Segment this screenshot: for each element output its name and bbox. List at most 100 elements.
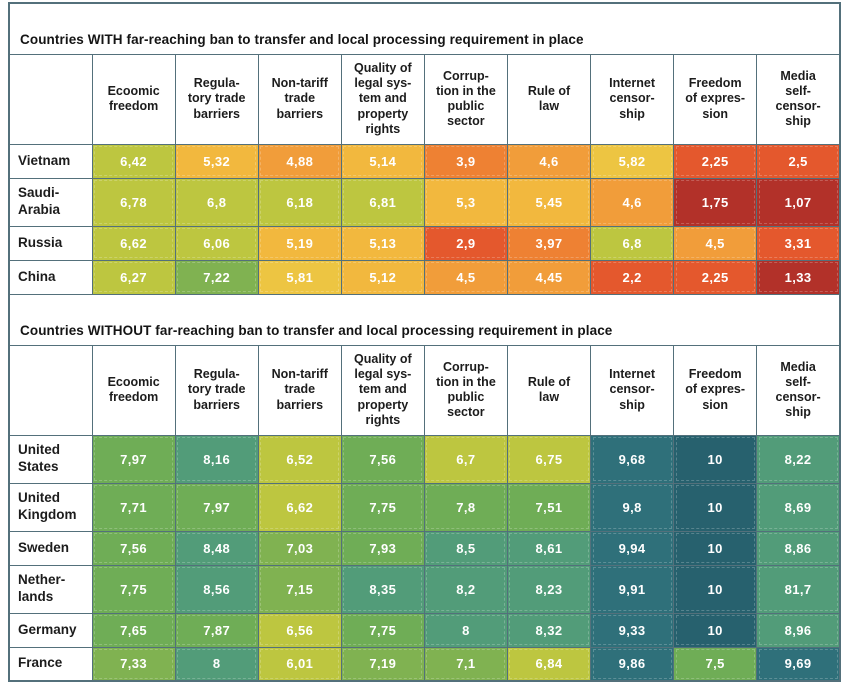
value-cell: 5,12 (340, 259, 425, 295)
value-cell: 7,71 (91, 482, 176, 532)
value-cell: 5,13 (340, 225, 425, 261)
country-label: United States (8, 434, 93, 484)
value-cell: 6,62 (91, 225, 176, 261)
value-cell: 4,88 (257, 143, 342, 179)
country-label: Russia (8, 225, 93, 261)
table-row-china: China 6,27 7,22 5,81 5,12 4,5 4,45 2,2 2,25 1,33 (8, 259, 841, 295)
col-header-freedom-of-expression: Freedom of expres- sion (673, 53, 758, 145)
value-cell: 2,9 (423, 225, 508, 261)
value-cell: 6,01 (257, 646, 342, 682)
value-cell: 10 (673, 564, 758, 614)
value-cell: 2,5 (756, 143, 841, 179)
col-header-non-tariff-trade-barriers: Non-tariff trade barriers (257, 344, 342, 436)
value-cell: 10 (673, 530, 758, 566)
value-cell: 7,1 (423, 646, 508, 682)
value-cell: 5,19 (257, 225, 342, 261)
value-cell: 5,32 (174, 143, 259, 179)
value-cell: 7,97 (91, 434, 176, 484)
value-cell: 4,5 (673, 225, 758, 261)
value-cell: 1,75 (673, 177, 758, 227)
value-cell: 6,7 (423, 434, 508, 484)
col-header-regulatory-trade-barriers: Regula- tory trade barriers (174, 53, 259, 145)
corner-cell (8, 53, 93, 145)
value-cell: 6,75 (506, 434, 592, 484)
col-header-media-self-censorship: Media self- censor- ship (756, 53, 841, 145)
table-row-germany: Germany 7,65 7,87 6,56 7,75 8 8,32 9,33 10 8,96 (8, 612, 841, 648)
value-cell: 7,8 (423, 482, 508, 532)
value-cell: 9,91 (590, 564, 675, 614)
country-label: France (8, 646, 93, 682)
country-freedom-heatmap-table: Countries WITH far-reaching ban to trans… (8, 2, 841, 682)
col-header-quality-of-legal-system-and-property-rights: Quality of legal sys- tem and property r… (340, 53, 425, 145)
value-cell: 8,22 (756, 434, 841, 484)
value-cell: 5,14 (340, 143, 425, 179)
value-cell: 9,33 (590, 612, 675, 648)
value-cell: 10 (673, 434, 758, 484)
value-cell: 6,81 (340, 177, 425, 227)
value-cell: 7,19 (340, 646, 425, 682)
value-cell: 6,56 (257, 612, 342, 648)
value-cell: 3,97 (506, 225, 592, 261)
col-header-quality-of-legal-system-and-property-rights: Quality of legal sys- tem and property r… (340, 344, 425, 436)
value-cell: 7,65 (91, 612, 176, 648)
col-header-corruption-in-the-public-sector: Corrup- tion in the public sector (423, 53, 508, 145)
value-cell: 4,5 (423, 259, 508, 295)
value-cell: 7,51 (506, 482, 592, 532)
country-label: Vietnam (8, 143, 93, 179)
value-cell: 8,96 (756, 612, 841, 648)
country-label: Nether- lands (8, 564, 93, 614)
value-cell: 3,9 (423, 143, 508, 179)
value-cell: 4,45 (506, 259, 592, 295)
value-cell: 7,22 (174, 259, 259, 295)
value-cell: 8 (423, 612, 508, 648)
value-cell: 8,56 (174, 564, 259, 614)
country-label: Sweden (8, 530, 93, 566)
value-cell: 5,81 (257, 259, 342, 295)
value-cell: 6,52 (257, 434, 342, 484)
value-cell: 3,31 (756, 225, 841, 261)
value-cell: 7,97 (174, 482, 259, 532)
table-row-france: France 7,33 8 6,01 7,19 7,1 6,84 9,86 7,5 9,69 (8, 646, 841, 682)
value-cell: 9,68 (590, 434, 675, 484)
value-cell: 8,2 (423, 564, 508, 614)
value-cell: 4,6 (506, 143, 592, 179)
table-row-united-states: United States 7,97 8,16 6,52 7,56 6,7 6,75 9,68… (8, 434, 841, 484)
corner-cell (8, 344, 93, 436)
value-cell: 2,2 (590, 259, 675, 295)
value-cell: 1,07 (756, 177, 841, 227)
col-header-regulatory-trade-barriers: Regula- tory trade barriers (174, 344, 259, 436)
table-row-vietnam: Vietnam 6,42 5,32 4,88 5,14 3,9 4,6 5,82 2,25 2,5 (8, 143, 841, 179)
country-label: Saudi- Arabia (8, 177, 93, 227)
value-cell: 10 (673, 612, 758, 648)
value-cell: 1,33 (756, 259, 841, 295)
value-cell: 8,35 (340, 564, 425, 614)
value-cell: 6,8 (590, 225, 675, 261)
value-cell: 8,23 (506, 564, 592, 614)
table-row-united-kingdom: United Kingdom 7,71 7,97 6,62 7,75 7,8 7,51 9,8… (8, 482, 841, 532)
value-cell: 6,18 (257, 177, 342, 227)
col-header-freedom-of-expression: Freedom of expres- sion (673, 344, 758, 436)
table-row-saudi-arabia: Saudi- Arabia 6,78 6,8 6,18 6,81 5,3 5,45 4,6 1,… (8, 177, 841, 227)
value-cell: 7,33 (91, 646, 176, 682)
group-title-with-ban: Countries WITH far-reaching ban to trans… (8, 2, 841, 55)
value-cell: 2,25 (673, 259, 758, 295)
value-cell: 7,75 (340, 482, 425, 532)
value-cell: 8,61 (506, 530, 592, 566)
value-cell: 9,8 (590, 482, 675, 532)
value-cell: 8,69 (756, 482, 841, 532)
col-header-internet-censorship: Internet censor- ship (590, 344, 675, 436)
table-row-netherlands: Nether- lands 7,75 8,56 7,15 8,35 8,2 8,23 9,91… (8, 564, 841, 614)
value-cell: 6,42 (91, 143, 176, 179)
value-cell: 81,7 (756, 564, 841, 614)
col-header-media-self-censorship: Media self- censor- ship (756, 344, 841, 436)
value-cell: 7,56 (340, 434, 425, 484)
table-row-sweden: Sweden 7,56 8,48 7,03 7,93 8,5 8,61 9,94 10 8,86 (8, 530, 841, 566)
value-cell: 8,48 (174, 530, 259, 566)
col-header-corruption-in-the-public-sector: Corrup- tion in the public sector (423, 344, 508, 436)
value-cell: 8,16 (174, 434, 259, 484)
col-header-ecoomic-freedom: Ecoomic freedom (91, 53, 176, 145)
value-cell: 7,75 (340, 612, 425, 648)
value-cell: 8 (174, 646, 259, 682)
value-cell: 5,82 (590, 143, 675, 179)
value-cell: 8,5 (423, 530, 508, 566)
